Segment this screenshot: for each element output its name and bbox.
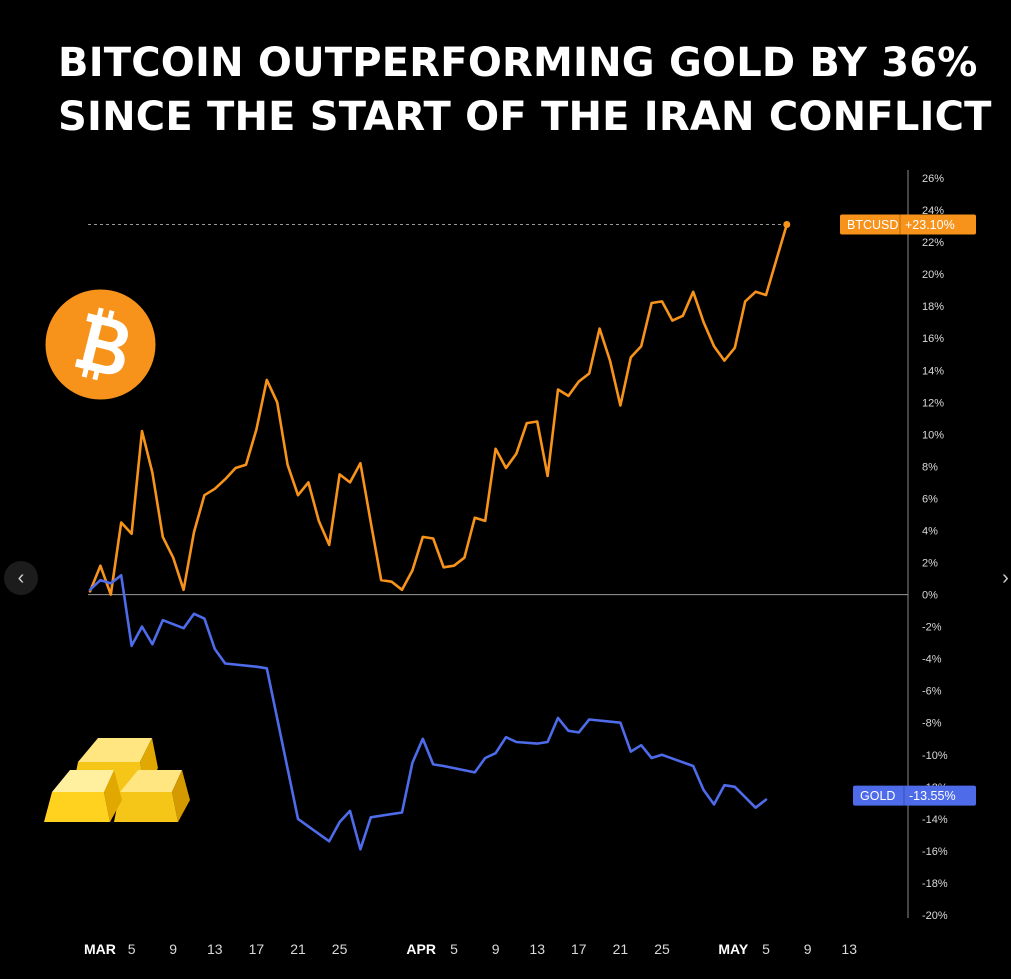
- x-tick-label: 13: [529, 941, 545, 957]
- y-tick-label: 14%: [922, 365, 944, 377]
- y-tick-label: -6%: [922, 686, 942, 698]
- y-tick-label: 12%: [922, 397, 944, 409]
- x-tick-label: 25: [332, 941, 348, 957]
- x-tick-label: 9: [492, 941, 500, 957]
- x-tick-label: 9: [169, 941, 177, 957]
- end-label-gold: GOLD -13.55%: [853, 785, 976, 806]
- series-line-gold: [88, 574, 768, 851]
- y-tick-label: 10%: [922, 429, 944, 441]
- y-axis: 26% 24% 22% 20% 18% 16% 14% 12% 10% 8% 6% 4% 2% 0% -2%…: [88, 170, 948, 922]
- series-line-btcusd: [88, 223, 789, 596]
- y-tick-label: 22%: [922, 237, 944, 249]
- title-line-1: BITCOIN OUTPERFORMING GOLD BY 36%: [58, 40, 978, 86]
- x-tick-label: MAY: [718, 941, 748, 957]
- end-label-name: GOLD: [860, 789, 895, 803]
- x-axis: MAR 5 9 13 17 21 25 APR 5 9 13 17 21 25 MAY 5 9 13: [84, 941, 857, 957]
- end-label-name: BTCUSD: [847, 218, 898, 232]
- end-label-value: -13.55%: [909, 789, 956, 803]
- x-tick-label: 5: [128, 941, 136, 957]
- chevron-right-icon[interactable]: ›: [1002, 566, 1009, 589]
- x-tick-label: 21: [290, 941, 306, 957]
- x-tick-label: 25: [654, 941, 670, 957]
- x-tick-label: 13: [841, 941, 857, 957]
- end-label-value: +23.10%: [905, 218, 955, 232]
- btc-end-point: [783, 220, 791, 228]
- y-tick-label: 16%: [922, 333, 944, 345]
- y-tick-label: -20%: [922, 910, 948, 922]
- y-tick-label: -10%: [922, 750, 948, 762]
- y-tick-label: -18%: [922, 878, 948, 890]
- y-tick-label: 2%: [922, 558, 938, 570]
- y-tick-label: 26%: [922, 173, 944, 185]
- chevron-left-icon[interactable]: ‹: [4, 561, 38, 595]
- y-tick-label: -8%: [922, 718, 942, 730]
- y-tick-label: 4%: [922, 525, 938, 537]
- y-tick-label: 0%: [922, 590, 938, 602]
- x-tick-label: 17: [249, 941, 265, 957]
- end-labels: BTCUSD +23.10% GOLD -13.55%: [840, 214, 976, 806]
- x-tick-label: 5: [450, 941, 458, 957]
- x-tick-label: 9: [804, 941, 812, 957]
- bitcoin-logo-icon: [45, 289, 156, 400]
- y-tick-label: -16%: [922, 846, 948, 858]
- x-tick-label: 17: [571, 941, 587, 957]
- chart-title: BITCOIN OUTPERFORMING GOLD BY 36% SINCE …: [58, 36, 992, 144]
- title-line-2: SINCE THE START OF THE IRAN CONFLICT: [58, 94, 992, 140]
- y-tick-label: -14%: [922, 814, 948, 826]
- x-tick-label: APR: [406, 941, 436, 957]
- y-tick-label: 24%: [922, 205, 944, 217]
- y-tick-label: -4%: [922, 654, 942, 666]
- x-tick-label: 21: [613, 941, 629, 957]
- gold-bars-icon: [40, 730, 195, 830]
- y-tick-label: 20%: [922, 269, 944, 281]
- x-tick-label: MAR: [84, 941, 116, 957]
- end-label-btcusd: BTCUSD +23.10%: [840, 214, 976, 235]
- y-tick-label: 6%: [922, 493, 938, 505]
- plot-area: [88, 220, 791, 851]
- y-tick-label: -2%: [922, 622, 942, 634]
- x-tick-label: 13: [207, 941, 223, 957]
- x-tick-label: 5: [762, 941, 770, 957]
- y-tick-label: 18%: [922, 301, 944, 313]
- y-tick-label: 8%: [922, 461, 938, 473]
